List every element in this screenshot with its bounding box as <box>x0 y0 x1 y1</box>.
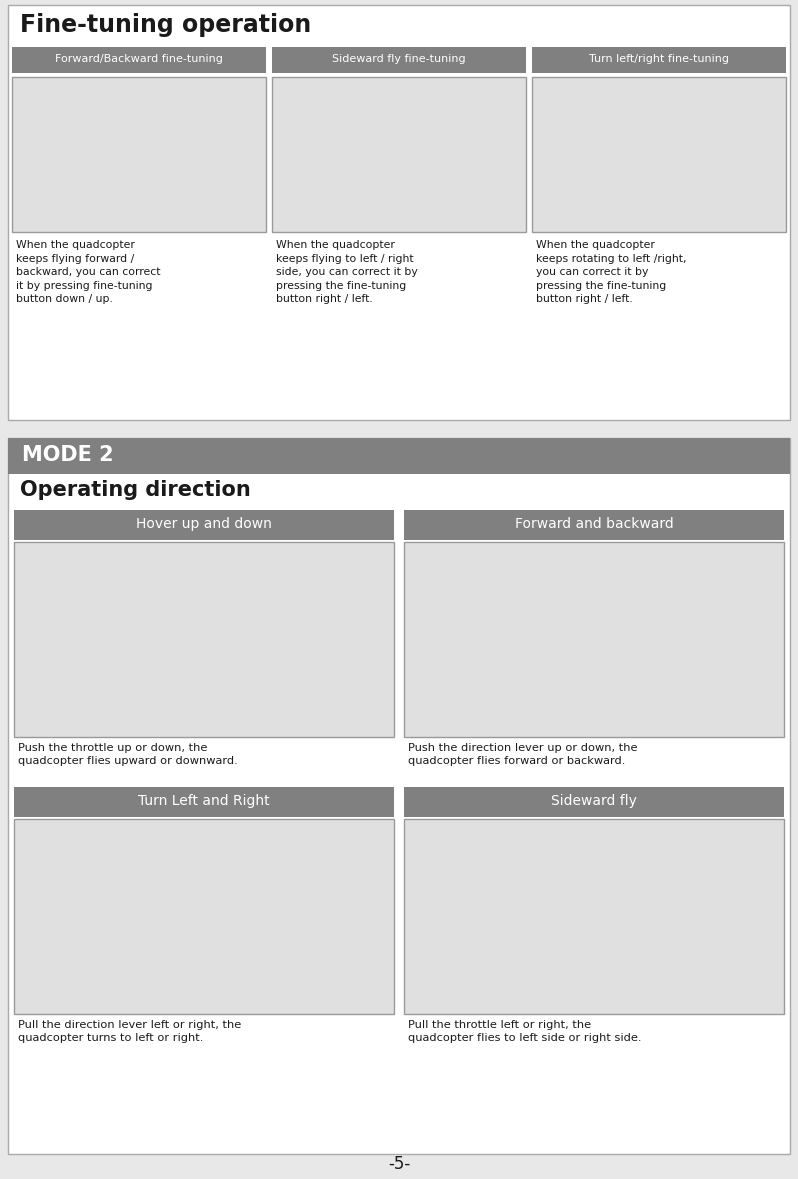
Bar <box>404 542 784 737</box>
Text: MODE 2: MODE 2 <box>22 444 113 465</box>
Bar <box>272 47 526 73</box>
Text: Turn left/right fine-tuning: Turn left/right fine-tuning <box>589 54 729 64</box>
Bar <box>12 47 266 73</box>
Text: -5-: -5- <box>388 1155 410 1173</box>
Text: When the quadcopter
keeps flying forward /
backward, you can correct
it by press: When the quadcopter keeps flying forward… <box>16 241 160 304</box>
Text: Forward and backward: Forward and backward <box>515 518 674 531</box>
Text: Sideward fly: Sideward fly <box>551 793 637 808</box>
Bar <box>532 77 786 232</box>
Bar <box>404 788 784 817</box>
Bar <box>272 77 526 232</box>
Bar <box>14 788 394 817</box>
Bar <box>404 511 784 540</box>
Text: Forward/Backward fine-tuning: Forward/Backward fine-tuning <box>55 54 223 64</box>
Bar <box>8 439 790 474</box>
Text: Pull the direction lever left or right, the
quadcopter turns to left or right.: Pull the direction lever left or right, … <box>18 1020 241 1043</box>
Bar <box>14 542 394 737</box>
Bar <box>14 511 394 540</box>
Text: Turn Left and Right: Turn Left and Right <box>138 793 270 808</box>
Text: Sideward fly fine-tuning: Sideward fly fine-tuning <box>332 54 466 64</box>
Bar <box>14 819 394 1014</box>
Bar <box>404 819 784 1014</box>
Bar <box>8 5 790 420</box>
Text: Operating direction: Operating direction <box>20 480 251 500</box>
Text: Push the throttle up or down, the
quadcopter flies upward or downward.: Push the throttle up or down, the quadco… <box>18 743 238 766</box>
Bar <box>0 420 798 439</box>
Bar <box>532 47 786 73</box>
Text: When the quadcopter
keeps flying to left / right
side, you can correct it by
pre: When the quadcopter keeps flying to left… <box>276 241 417 304</box>
Text: Pull the throttle left or right, the
quadcopter flies to left side or right side: Pull the throttle left or right, the qua… <box>408 1020 642 1043</box>
Text: Fine-tuning operation: Fine-tuning operation <box>20 13 311 37</box>
Text: Hover up and down: Hover up and down <box>136 518 272 531</box>
Bar <box>12 77 266 232</box>
Bar <box>8 439 790 1154</box>
Text: Push the direction lever up or down, the
quadcopter flies forward or backward.: Push the direction lever up or down, the… <box>408 743 638 766</box>
Text: When the quadcopter
keeps rotating to left /right,
you can correct it by
pressin: When the quadcopter keeps rotating to le… <box>536 241 686 304</box>
